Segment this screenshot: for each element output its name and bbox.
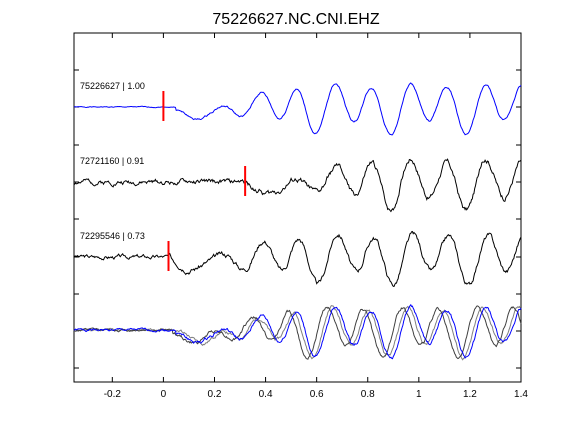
waveform-trace [73,82,522,136]
waveform-traces: 75226627 | 1.00 72721160 | 0.91 72295546 |… [73,81,522,361]
overlay-trace [73,305,522,361]
trace-label: 72721160 | 0.91 [80,156,144,166]
x-tick-label: 0.6 [310,389,324,400]
x-tick-label: 1 [416,389,422,400]
trace-label: 72295546 | 0.73 [80,231,145,241]
waveform-trace [73,230,522,287]
x-tick-label: 0 [161,389,167,400]
x-tick-label: 1.4 [514,389,528,400]
x-tick-label: -0.2 [104,389,122,400]
x-tick-label: 1.2 [463,389,477,400]
x-tick-label: 0.4 [259,389,273,400]
waveform-trace [73,158,522,213]
y-ticks [74,69,521,369]
plot-axes-frame [73,32,522,383]
overlay-trace [73,305,522,360]
overlay-trace [73,303,522,360]
trace-label: 75226627 | 1.00 [80,81,145,91]
x-axis: -0.2 0 0.2 0.4 0.6 0.8 1 1.2 1.4 [104,33,528,400]
x-tick-label: 0.8 [361,389,375,400]
chart-title: 75226627.NC.CNI.EHZ [212,11,379,28]
x-tick-label: 0.2 [208,389,222,400]
